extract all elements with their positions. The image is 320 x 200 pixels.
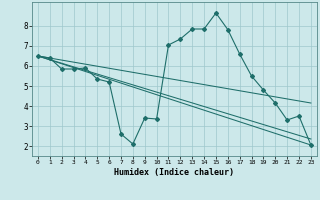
X-axis label: Humidex (Indice chaleur): Humidex (Indice chaleur) bbox=[115, 168, 234, 177]
